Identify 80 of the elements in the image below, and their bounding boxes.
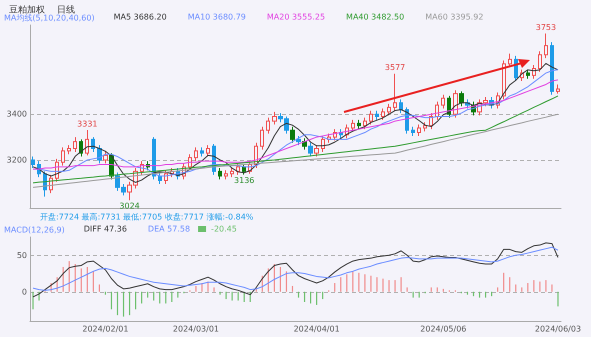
text: DEA 57.58 — [148, 224, 190, 234]
y-tick-label: 0 — [22, 287, 27, 296]
y-tick-label: 3200 — [6, 155, 27, 164]
candlestick — [230, 167, 234, 178]
candlestick — [67, 144, 71, 155]
y-tick-label: 3400 — [6, 110, 27, 119]
annotation: 3136 — [234, 176, 254, 186]
legend-title: MA均线(5,10,20,40,60) — [4, 14, 95, 22]
candlestick — [423, 122, 427, 132]
candlestick — [441, 94, 445, 109]
candlestick — [188, 154, 192, 171]
chart-title: 豆粕加权 — [9, 4, 45, 16]
candlestick — [308, 142, 313, 158]
candlestick — [266, 117, 270, 134]
candlestick — [321, 135, 325, 152]
candlestick — [393, 73, 397, 112]
candlestick — [411, 126, 415, 136]
annotation: 3024 — [119, 202, 140, 211]
line-series — [32, 79, 558, 170]
candlestick — [158, 172, 162, 184]
candlestick — [526, 69, 530, 80]
text: DIFF 47.36 — [84, 224, 127, 234]
candlestick — [91, 136, 95, 152]
candlestick — [381, 108, 385, 120]
candlestick — [73, 136, 77, 152]
candlestick — [508, 53, 512, 68]
line-series — [32, 242, 558, 298]
candlestick — [236, 162, 240, 176]
line-series — [32, 246, 558, 291]
x-tick-label: 2024/04/01 — [294, 324, 340, 334]
text: MA20 3555.25 — [266, 12, 326, 22]
candlestick — [224, 170, 228, 180]
text: MA5 3686.20 — [114, 12, 167, 22]
candlestick — [206, 144, 210, 158]
candlestick — [31, 156, 35, 168]
legend-title: MACD(12,26,9) — [4, 226, 65, 234]
text: MA40 3482.50 — [346, 12, 404, 22]
candlestick — [369, 110, 373, 126]
text: MA60 3395.92 — [425, 12, 484, 22]
candlestick — [459, 90, 464, 107]
candlestick — [85, 129, 89, 156]
candlestick — [387, 103, 391, 116]
candlestick — [79, 138, 83, 158]
candlestick — [544, 32, 548, 59]
candlestick — [260, 126, 264, 150]
candlestick — [290, 126, 295, 144]
x-tick-label: 2024/05/06 — [420, 324, 466, 334]
candlestick — [200, 146, 204, 158]
candlestick — [194, 146, 198, 162]
candlestick — [556, 84, 560, 94]
candlestick — [302, 138, 307, 150]
annotation: 3753 — [536, 22, 556, 32]
candlestick — [218, 167, 222, 180]
candlestick — [417, 124, 421, 136]
chart-subtitle: 日线 — [57, 4, 75, 16]
candlestick — [363, 117, 367, 130]
x-tick-label: 2024/06/03 — [534, 324, 582, 334]
line-series — [32, 114, 558, 188]
text: MA10 3680.79 — [188, 12, 246, 22]
candlestick — [314, 144, 319, 158]
candlestick — [61, 146, 65, 166]
x-tick-label: 2024/03/01 — [172, 324, 219, 334]
candlestick — [339, 128, 343, 139]
candlestick — [152, 136, 156, 180]
candlestick — [357, 119, 361, 130]
x-tick-label: 2024/02/01 — [82, 324, 128, 334]
candlestick — [103, 150, 108, 164]
candlestick — [550, 42, 554, 96]
candlestick — [296, 135, 301, 146]
candlestick — [272, 111, 277, 126]
candlestick — [375, 110, 379, 120]
y-tick-label: 50 — [16, 250, 27, 260]
line-series — [32, 95, 558, 184]
candlestick — [351, 119, 355, 132]
legend-label: -20.45 — [211, 224, 237, 234]
text: 开盘:7724 最高:7731 最低:7705 收盘:7717 涨幅:-0.84% — [40, 212, 254, 222]
candlestick — [399, 98, 403, 114]
annotation: 3577 — [384, 63, 406, 72]
annotation: 3331 — [77, 119, 98, 128]
candlestick — [538, 50, 542, 72]
